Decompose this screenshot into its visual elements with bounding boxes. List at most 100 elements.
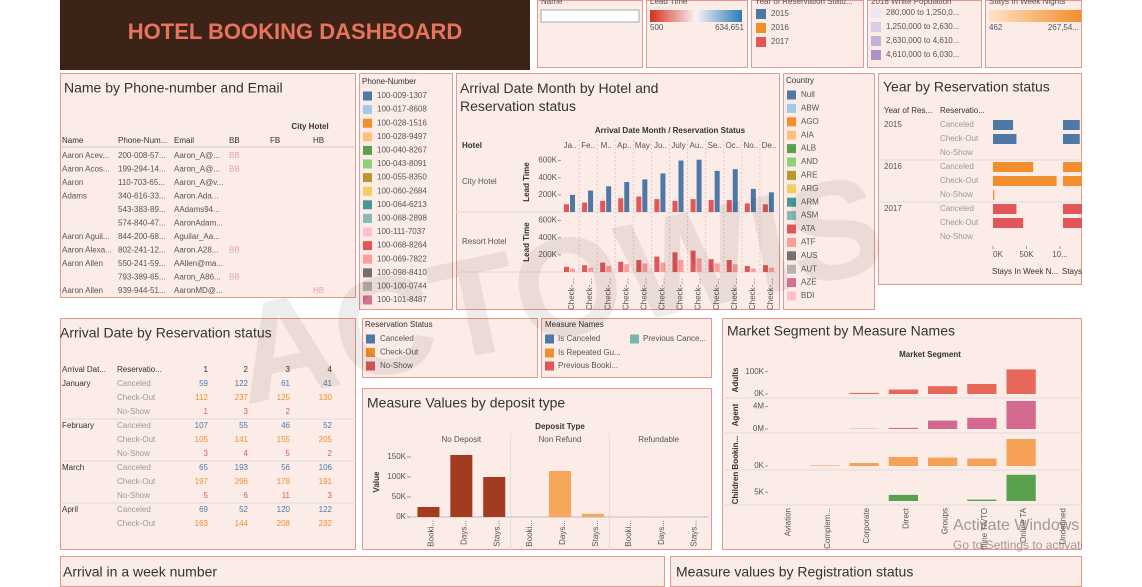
bar [993,162,1034,172]
bar [417,507,440,517]
group-label: No Deposit [442,435,482,444]
cell: 793-389-65... [118,273,166,282]
cell: HB [313,286,324,295]
cell: 41 [323,379,332,388]
bar [708,200,714,212]
panel-bg [541,318,712,378]
legend-swatch [787,170,796,180]
x-tick-label: M.. [601,141,612,150]
legend-label: 100-009-1307 [377,91,427,100]
cell: Aaron_A@... [174,165,220,174]
panel-bg [722,318,1082,550]
legend-swatch [363,295,372,305]
cell: 65 [199,463,208,472]
bar [768,192,774,212]
legend-label: 100-055-8350 [377,173,427,182]
status-label: Canceled [117,421,151,430]
chart-header: Deposit Type [535,422,585,431]
panel-bg [362,388,712,550]
bar [549,471,571,517]
x-tick-label: Stays... [591,520,600,547]
header-box [60,0,530,70]
cell: 69 [199,505,208,514]
cell: 296 [235,477,249,486]
legend-swatch [787,291,796,301]
legend-label: AGO [801,117,819,126]
bar [1006,401,1036,429]
legend-label: ARM [801,197,819,206]
legend-swatch [363,268,372,278]
bar [581,513,604,517]
bar [762,204,768,212]
dashboard-title: HOTEL BOOKING DASHBOARD [128,19,463,44]
panel-bg [783,73,875,310]
cell: 3 [244,407,249,416]
bar [967,458,997,466]
bar [483,477,506,517]
y-tick-label: 0K [754,461,764,470]
x-label: Check-... [585,278,594,310]
bar [750,188,756,212]
column-header: Name [62,136,84,145]
x-tick-label: Oc.. [725,141,740,150]
status-label: No-Show [940,232,973,241]
cell: BB [229,151,240,160]
cell: 52 [323,421,332,430]
row-label: Adults [731,367,740,392]
x-label: Check-... [712,278,721,310]
cell: Aaron.A28... [174,246,218,255]
chart-header: Market Segment [899,350,961,359]
panel-title: Arrival Date Month by Hotel and Reservat… [460,80,662,114]
legend-swatch [363,118,372,128]
legend-swatch [363,159,372,169]
legend-title: Reservation Status [365,320,433,329]
legend-title: 2018 White Population [871,0,952,6]
y-tick-label: 0M [753,424,764,433]
bar [1006,439,1036,466]
cell: 232 [319,519,333,528]
bar [993,134,1017,144]
bar [450,455,473,517]
status-label: No-Show [117,407,150,416]
country-legend: Country Null ABW AGO AIA ALB AND ARE ARG ARM ASM AT… [783,73,875,310]
cell: 844-200-68... [118,232,166,241]
cell: 543-383-89... [118,205,166,214]
legend-swatch [787,278,796,288]
market-segment-chart: Market Segment by Measure Names Market Se… [722,318,1082,550]
cell: 46 [281,421,290,430]
legend-label: 1,250,000 to 2,630... [886,22,959,31]
x-label: Check-... [621,278,630,310]
group-label: Refundable [638,435,679,444]
bar [993,204,1017,214]
legend-swatch [787,103,796,113]
column-header: Reservatio... [940,106,985,115]
bar [849,392,879,394]
x-label: Check-... [766,278,775,310]
x-tick-label: Online TA [1019,507,1028,542]
x-tick-label: De.. [762,141,777,150]
y-tick-label: 100K [745,367,764,376]
legend-swatch [363,200,372,210]
legend-label: 100-111-7037 [377,227,426,236]
legend-label: 280,000 to 1,250,0... [886,8,959,17]
x-tick-label: Groups [941,508,950,534]
year-status-chart: Year by Reservation status Year of Res...… [878,73,1082,285]
phone-table: Name by Phone-number and Email City Hotel… [60,73,356,298]
status-label: Check-Out [117,435,156,444]
legend-title: Measure Names [545,320,604,329]
bar [582,202,588,212]
status-legend: Reservation Status Canceled Check-Out No-Sh… [362,318,538,378]
legend-swatch [787,130,796,140]
bar [888,494,918,501]
legend-label: Previous Booki... [558,361,618,370]
legend-swatch [363,91,372,101]
panel-title: Arrival in a week number [63,564,217,580]
panel-title: Market Segment by Measure Names [727,323,955,339]
bar [762,265,768,272]
y-tick-label: 0K [396,512,406,521]
panel-title: Name by Phone-number and Email [64,80,283,96]
bar [744,203,750,212]
y-tick-label: 50K [392,492,407,501]
legend-label: 100-040-8267 [377,146,427,155]
legend-swatch [787,144,796,154]
